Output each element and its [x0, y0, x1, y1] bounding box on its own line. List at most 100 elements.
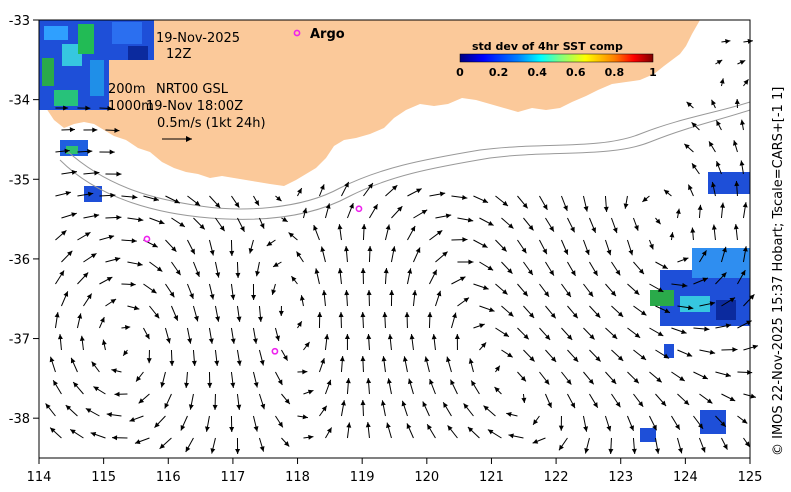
current-vector-head	[266, 241, 273, 246]
sst-data-patch-west	[39, 20, 154, 202]
current-vector-head	[215, 316, 221, 322]
current-vector-head	[338, 312, 344, 318]
current-vector-head	[494, 365, 500, 372]
current-vector-head	[701, 250, 707, 256]
current-vector-head	[302, 207, 308, 214]
current-vector-head	[528, 224, 534, 231]
current-vector-head	[528, 312, 535, 318]
current-vector-head	[683, 399, 690, 405]
current-vector-head	[77, 313, 83, 319]
current-vector-head	[489, 307, 495, 312]
current-vector-head	[468, 358, 474, 364]
current-vector-head	[110, 299, 117, 304]
current-vector-head	[740, 119, 745, 126]
current-vector-head	[690, 227, 696, 233]
current-vector-head	[467, 426, 474, 433]
current-vector-head	[137, 217, 144, 223]
scale-label: 0.5m/s (1kt 24h)	[157, 116, 266, 131]
current-vector-head	[532, 438, 539, 444]
current-vector-head	[90, 253, 97, 259]
current-vector-head	[570, 402, 575, 409]
current-vector-head	[189, 293, 194, 299]
current-vector-head	[445, 213, 452, 219]
argo-floats	[143, 205, 363, 355]
argo-legend-label: Argo	[310, 27, 345, 42]
current-vector-head	[608, 448, 614, 454]
isobath-1000m	[59, 109, 750, 220]
current-vector-head	[219, 225, 225, 232]
current-vector-head	[391, 246, 396, 252]
current-vector-head	[657, 331, 664, 336]
current-vector-head	[71, 169, 77, 175]
current-vector-head	[522, 290, 528, 297]
current-vector-head	[542, 204, 548, 210]
current-vector-head	[131, 238, 137, 244]
current-vector-head	[657, 287, 664, 292]
current-vector-head	[337, 224, 343, 230]
current-vector-head	[320, 358, 326, 364]
current-vector-head	[697, 204, 703, 211]
current-vector-head	[253, 382, 259, 388]
current-vector-head	[360, 268, 366, 274]
date-label: 19-Nov-2025	[156, 31, 240, 46]
current-vector-head	[716, 59, 723, 65]
current-vector-head	[361, 224, 367, 230]
current-vector-head	[257, 316, 263, 322]
colorbar-tick-label: 0.8	[605, 66, 625, 79]
current-vector-head	[57, 334, 63, 340]
sst-data-patch-east	[640, 172, 750, 442]
current-vector-head	[583, 206, 589, 212]
current-vector-head	[275, 335, 280, 341]
current-vector-head	[144, 333, 150, 340]
current-vector-head	[687, 305, 694, 311]
current-vector-head	[174, 198, 180, 204]
current-vector-head	[471, 380, 476, 387]
current-vector-head	[291, 276, 297, 282]
current-vector-head	[360, 356, 366, 362]
current-vector-head	[90, 432, 97, 437]
current-vector-head	[235, 272, 241, 278]
current-vector-head	[344, 334, 350, 340]
current-vector-head	[365, 422, 371, 428]
current-vector-head	[638, 401, 644, 407]
current-vector-head	[215, 272, 221, 278]
current-vector-head	[407, 378, 413, 385]
current-vector-head	[110, 192, 116, 198]
current-vector-head	[326, 427, 332, 434]
current-vector-head	[132, 194, 138, 200]
current-vector-head	[732, 347, 738, 353]
current-vector-head	[337, 268, 343, 274]
current-vector-head	[521, 247, 527, 254]
current-vector-head	[715, 161, 721, 167]
current-vector-head	[706, 398, 713, 404]
current-vector-head	[71, 212, 77, 218]
current-vector-head	[704, 326, 710, 332]
current-vector-head	[230, 294, 236, 300]
current-vector-head	[549, 226, 554, 232]
current-vector-head	[544, 291, 550, 297]
current-vector-head	[691, 163, 697, 169]
colorbar-tick-label: 0	[456, 66, 464, 79]
current-vector-head	[340, 400, 346, 406]
current-vector-head	[752, 344, 759, 350]
current-vector-head	[136, 376, 142, 382]
current-vector-head	[406, 423, 412, 429]
current-vector-head	[443, 402, 448, 408]
current-vector-head	[409, 334, 415, 340]
current-vector-head	[468, 259, 474, 265]
current-vector-head	[610, 378, 617, 384]
current-vector-head	[383, 268, 389, 274]
current-vector-head	[346, 422, 352, 428]
current-vector-head	[655, 218, 661, 225]
current-vector-head	[397, 206, 403, 212]
current-vector-head	[288, 232, 294, 238]
x-tick-label: 116	[156, 470, 181, 485]
current-vector-head	[698, 423, 704, 429]
current-vector-head	[589, 334, 595, 340]
current-vector-head	[606, 425, 612, 432]
current-vector-head	[67, 250, 73, 257]
current-vector-head	[610, 290, 616, 297]
current-vector-head	[584, 249, 590, 256]
current-vector-head	[114, 256, 121, 262]
y-axis: -33 -34 -35 -36 -37 -38	[9, 14, 39, 427]
